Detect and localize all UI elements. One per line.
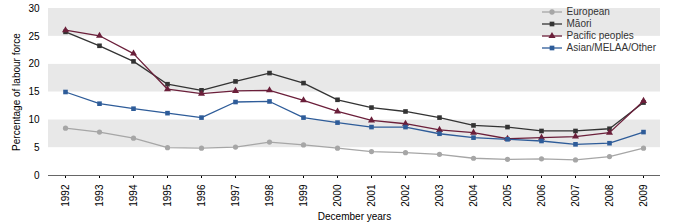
svg-text:2007: 2007: [570, 184, 581, 207]
svg-text:2002: 2002: [400, 184, 411, 207]
svg-text:1992: 1992: [60, 184, 71, 207]
svg-text:1999: 1999: [298, 184, 309, 207]
svg-text:0: 0: [34, 170, 40, 181]
svg-text:10: 10: [28, 114, 40, 125]
svg-text:2008: 2008: [604, 184, 615, 207]
svg-text:25: 25: [28, 31, 40, 42]
html-text:Asian/MELAA/Other: Asian/MELAA/Other: [566, 42, 656, 53]
svg-text:1994: 1994: [128, 184, 139, 207]
svg-text:December years: December years: [318, 211, 391, 222]
svg-text:15: 15: [28, 86, 40, 97]
svg-text:2006: 2006: [536, 184, 547, 207]
svg-text:2009: 2009: [638, 184, 649, 207]
svg-text:2004: 2004: [468, 184, 479, 207]
html-text:Māori: Māori: [566, 18, 592, 29]
svg-text:30: 30: [28, 3, 40, 14]
svg-text:5: 5: [34, 142, 40, 153]
svg-text:2001: 2001: [366, 184, 377, 207]
svg-text:2000: 2000: [332, 184, 343, 207]
svg-text:1997: 1997: [230, 184, 241, 207]
svg-text:1993: 1993: [94, 184, 105, 207]
svg-text:1995: 1995: [162, 184, 173, 207]
html-text:European: European: [566, 6, 610, 17]
svg-text:20: 20: [28, 58, 40, 69]
svg-text:Percentage of labour force: Percentage of labour force: [11, 33, 22, 151]
svg-text:2003: 2003: [434, 184, 445, 207]
svg-text:1996: 1996: [196, 184, 207, 207]
svg-text:2005: 2005: [502, 184, 513, 207]
svg-text:1998: 1998: [264, 184, 275, 207]
html-text:Pacific peoples: Pacific peoples: [566, 30, 634, 41]
